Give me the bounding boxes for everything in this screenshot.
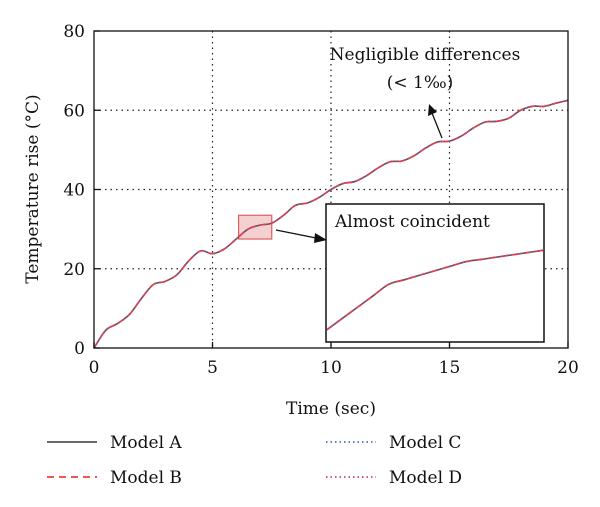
axis-ticks: 0 5 10 15 20 0 20 40 60 80 [63, 22, 578, 378]
annotation-negligible-line2: (< 1‰) [387, 73, 454, 93]
series-line-4 [93, 99, 569, 349]
y-tick-label-0: 0 [74, 339, 85, 359]
x-tick-label-20: 20 [557, 358, 579, 378]
x-tick-label-15: 15 [439, 358, 461, 378]
series-lines [93, 99, 569, 349]
y-tick-label-80: 80 [63, 22, 85, 42]
annotation-arrow-zoom [275, 229, 317, 239]
inset-series-line-4 [326, 249, 544, 331]
annotation-negligible-line1: Negligible differences [330, 45, 521, 65]
inset-series-lines [326, 249, 544, 331]
x-axis-label: Time (sec) [286, 399, 376, 419]
legend-label-2: Model B [110, 468, 182, 488]
inset-frame [325, 203, 545, 343]
y-tick-label-60: 60 [63, 101, 85, 121]
legend: Model A Model B Model C Model D [47, 433, 462, 488]
inset-title: Almost coincident [334, 212, 490, 232]
y-axis-label: Temperature rise (°C) [23, 94, 43, 283]
series-line-2 [93, 99, 569, 349]
y-tick-label-20: 20 [63, 260, 85, 280]
y-tick-label-40: 40 [63, 181, 85, 201]
inset-zoom-plot: Almost coincident [325, 203, 545, 343]
annotation-arrow-negligible [431, 112, 443, 139]
x-tick-label-5: 5 [207, 358, 218, 378]
x-tick-label-10: 10 [320, 358, 342, 378]
arrowhead-negligible-icon [428, 104, 437, 116]
legend-label-3: Model C [389, 433, 461, 453]
inset-series-line-2 [326, 249, 544, 331]
arrowhead-zoom-icon [314, 233, 327, 243]
legend-label-4: Model D [389, 468, 462, 488]
legend-label-1: Model A [110, 433, 182, 453]
x-tick-label-0: 0 [89, 358, 100, 378]
